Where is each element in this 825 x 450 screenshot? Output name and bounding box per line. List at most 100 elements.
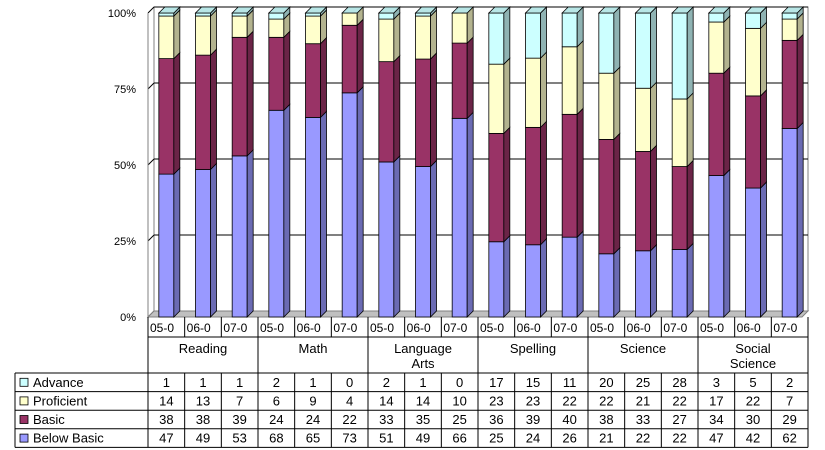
category-label: 06-0 (627, 321, 651, 335)
bar-segment-below-basic (415, 166, 431, 318)
legend-label: Basic (33, 412, 65, 427)
bar-top (451, 6, 475, 14)
bar-segment-side (246, 30, 254, 157)
gridline-side (147, 82, 155, 90)
data-label: 17 (489, 375, 503, 390)
bar-segment-advance (708, 12, 725, 23)
gridline-side (147, 158, 155, 166)
data-label: 20 (599, 375, 613, 390)
data-label: 22 (746, 393, 760, 408)
bar-segment-side (430, 159, 437, 318)
bar-segment-proficient (268, 18, 285, 38)
bar-segment-side (356, 85, 364, 318)
data-label: 36 (489, 412, 503, 427)
data-label: 65 (306, 431, 320, 446)
bar-segment-basic (781, 39, 798, 129)
bar-segment-basic (231, 36, 248, 157)
data-label: 15 (526, 375, 540, 390)
bar-segment-side (650, 6, 657, 90)
bar-segment-advance (415, 12, 431, 17)
bar-top (267, 6, 291, 14)
data-label: 21 (636, 393, 650, 408)
data-label: 1 (309, 375, 316, 390)
bar-segment-below-basic (451, 117, 468, 318)
category-label: 07-0 (443, 321, 467, 335)
bar-segment-advance (231, 12, 248, 17)
group-label-line2: Science (730, 356, 776, 371)
data-label: 2 (786, 375, 793, 390)
category-label: 07-0 (663, 321, 687, 335)
bar-segment-below-basic (671, 249, 688, 318)
bar-segment-proficient (745, 27, 761, 97)
bar-segment-side (540, 6, 547, 60)
category-label: 06-0 (737, 321, 761, 335)
bar-top (194, 6, 218, 14)
bar-segment-basic (268, 36, 285, 111)
data-label: 0 (346, 375, 353, 390)
bar-segment-side (430, 9, 437, 61)
bar-segment-basic (561, 113, 578, 238)
bar-top (524, 6, 548, 14)
bar-segment-side (503, 126, 511, 243)
bar-segment-proficient (378, 18, 395, 63)
bar-segment-basic (378, 61, 395, 163)
bar-segment-side (503, 234, 511, 318)
bar-segment-side (173, 167, 181, 318)
bar-segment-side (613, 6, 621, 75)
bar-top (634, 6, 658, 14)
bar-segment-proficient (231, 15, 248, 38)
bar-segment-basic (305, 43, 321, 118)
data-label: 68 (269, 431, 283, 446)
data-label: 38 (599, 412, 613, 427)
data-label: 27 (672, 412, 686, 427)
group-label: Reading (179, 341, 227, 356)
group-label: Math (299, 341, 328, 356)
data-label: 2 (383, 375, 390, 390)
bar-segment-side (320, 110, 327, 318)
y-tick-label: 50% (114, 160, 136, 172)
category-label: 06-0 (407, 321, 431, 335)
bar-segment-side (283, 30, 291, 112)
bar-segment-advance (305, 12, 321, 17)
data-label: 39 (526, 412, 540, 427)
data-label: 47 (159, 431, 173, 446)
bar-segment-side (686, 92, 694, 168)
data-label: 23 (489, 393, 503, 408)
category-label: 06-0 (517, 321, 541, 335)
bar-segment-proficient (415, 15, 431, 60)
data-label: 5 (749, 375, 756, 390)
data-label: 22 (636, 431, 650, 446)
data-label: 25 (489, 431, 503, 446)
category-label: 07-0 (553, 321, 577, 335)
data-label: 33 (636, 412, 650, 427)
data-label: 13 (196, 393, 210, 408)
bar-segment-side (283, 103, 291, 318)
group-label-line2: Arts (411, 356, 435, 371)
bar-segment-advance (378, 12, 395, 20)
bar-segment-basic (671, 166, 688, 250)
bar-segment-basic (341, 24, 358, 94)
data-label: 14 (379, 393, 393, 408)
bar-segment-side (650, 144, 657, 252)
data-label: 1 (236, 375, 243, 390)
bar-top (781, 6, 805, 14)
bar-segment-proficient (341, 12, 358, 26)
data-label: 22 (342, 412, 356, 427)
bar-segment-proficient (561, 46, 578, 115)
bar-segment-side (540, 237, 547, 318)
bar-top (744, 6, 768, 14)
bar-segment-side (173, 51, 181, 176)
bar-segment-advance (488, 12, 505, 65)
data-label: 14 (416, 393, 430, 408)
bar-segment-side (320, 36, 327, 119)
category-label: 06-0 (187, 321, 211, 335)
data-label: 26 (562, 431, 576, 446)
data-label: 7 (786, 393, 793, 408)
category-label: 05-0 (370, 321, 394, 335)
bar-segment-proficient (671, 98, 688, 167)
data-label: 25 (636, 375, 650, 390)
data-label: 47 (709, 431, 723, 446)
bar-segment-side (796, 33, 804, 130)
bar-segment-side (393, 154, 401, 318)
